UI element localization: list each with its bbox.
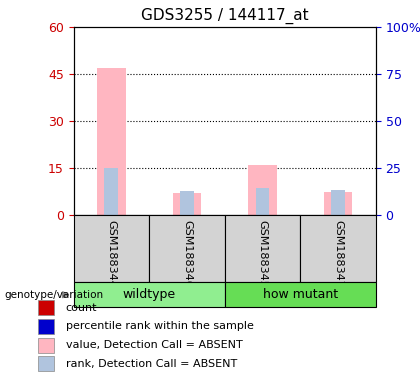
Bar	[225, 282, 376, 307]
Text: rank, Detection Call = ABSENT: rank, Detection Call = ABSENT	[66, 359, 237, 369]
Bar	[300, 215, 376, 282]
Text: percentile rank within the sample: percentile rank within the sample	[66, 321, 253, 331]
Title: GDS3255 / 144117_at: GDS3255 / 144117_at	[141, 8, 309, 24]
Bar	[38, 338, 55, 353]
Bar	[225, 215, 300, 282]
Text: GSM188347: GSM188347	[333, 220, 343, 288]
Bar	[74, 215, 149, 282]
Text: GSM188346: GSM188346	[182, 220, 192, 288]
Bar	[38, 356, 55, 371]
Text: GSM188345: GSM188345	[257, 220, 268, 288]
Bar	[331, 190, 345, 215]
Bar	[105, 168, 118, 215]
Text: GSM188344: GSM188344	[106, 220, 116, 288]
Bar	[256, 188, 269, 215]
Text: value, Detection Call = ABSENT: value, Detection Call = ABSENT	[66, 340, 242, 350]
Text: count: count	[66, 303, 97, 313]
Text: how mutant: how mutant	[263, 288, 338, 301]
Text: wildtype: wildtype	[123, 288, 176, 301]
Bar	[180, 190, 194, 215]
Bar	[38, 300, 55, 315]
Text: genotype/variation: genotype/variation	[4, 290, 103, 300]
Bar	[324, 192, 352, 215]
Bar	[173, 193, 201, 215]
Bar	[97, 68, 126, 215]
Bar	[248, 165, 277, 215]
Bar	[149, 215, 225, 282]
Bar	[74, 282, 225, 307]
Bar	[38, 319, 55, 334]
